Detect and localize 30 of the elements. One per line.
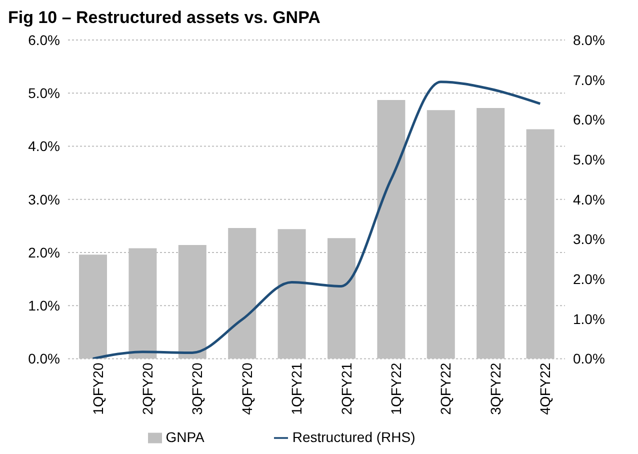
y-tick-label: 0.0% [28,350,60,367]
x-tick-label: 3QFY22 [487,362,504,415]
x-tick-label: 2QFY20 [139,362,156,415]
x-tick-label: 1QFY22 [388,362,404,415]
x-tick-label: 1QFY20 [90,362,106,415]
y2-tick-label: 8.0% [573,32,605,48]
x-tick-label: 4QFY22 [537,362,554,415]
legend-label: Restructured (RHS) [292,428,416,445]
y2-tick-label: 3.0% [573,231,605,248]
x-tick-label: 2QFY22 [438,362,454,415]
y2-tick-label: 0.0% [573,350,605,367]
x-tick-label: 3QFY20 [189,362,206,415]
y-tick-label: 5.0% [28,85,60,102]
x-tick-label: 1QFY21 [288,362,305,415]
y-tick-label: 1.0% [28,298,60,314]
chart-title: Fig 10 – Restructured assets vs. GNPA [8,8,322,29]
y2-tick-label: 4.0% [573,191,605,208]
y-tick-label: 4.0% [28,138,60,154]
y-tick-label: 3.0% [28,191,60,208]
y-tick-label: 6.0% [28,32,60,48]
legend-label: GNPA [166,428,204,445]
line-series [92,80,542,359]
y-tick-label: 2.0% [28,244,60,260]
x-tick-label: 4QFY20 [238,362,255,415]
y2-tick-label: 5.0% [573,151,605,168]
y2-tick-label: 7.0% [573,72,605,88]
x-tick-label: 2QFY21 [338,362,354,415]
y2-tick-label: 2.0% [573,270,605,287]
y2-tick-label: 6.0% [573,112,605,128]
y2-tick-label: 1.0% [573,310,605,327]
